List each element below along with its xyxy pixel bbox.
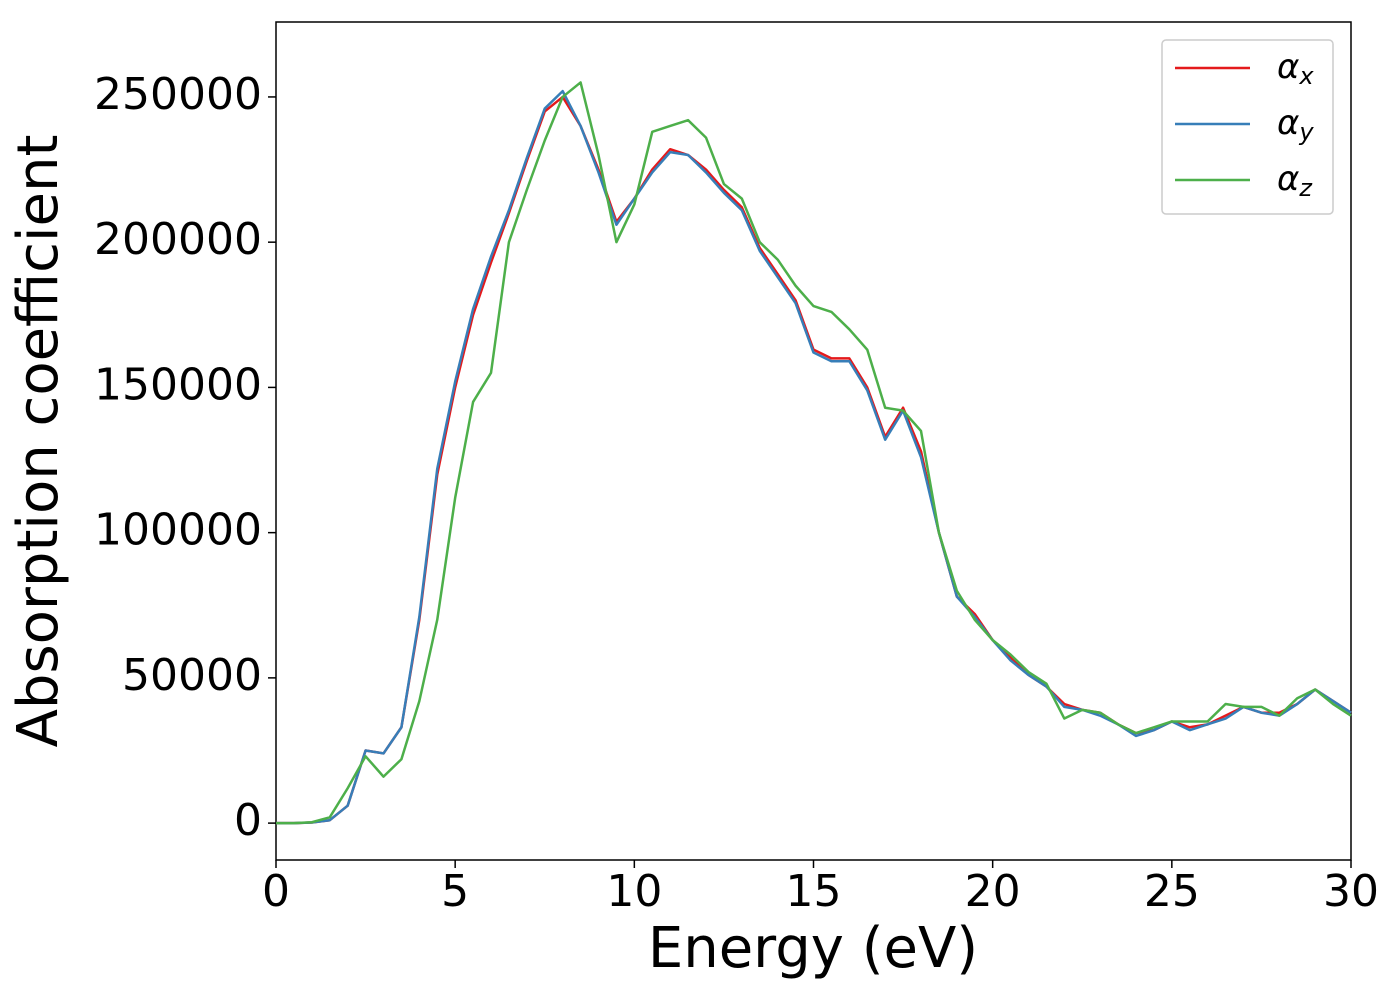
y-tick-label: 250000 — [94, 69, 262, 120]
legend-label: αy — [1277, 103, 1314, 147]
legend-label: αx — [1277, 47, 1314, 91]
y-tick-label: 100000 — [94, 505, 262, 556]
x-tick-label: 5 — [441, 866, 469, 917]
x-tick-label: 20 — [965, 866, 1021, 917]
x-tick-label: 25 — [1144, 866, 1200, 917]
x-tick-label: 10 — [606, 866, 662, 917]
legend-box — [1161, 39, 1334, 215]
series-line — [276, 81, 1352, 825]
x-axis-label: Energy (eV) — [648, 916, 978, 981]
x-tick-label: 0 — [262, 866, 290, 917]
legend-label: αz — [1277, 159, 1313, 203]
y-tick-label: 150000 — [94, 359, 262, 410]
y-tick-label: 50000 — [122, 650, 262, 701]
x-tick-label: 15 — [786, 866, 842, 917]
y-tick-label: 0 — [234, 795, 262, 846]
y-tick-label: 200000 — [94, 214, 262, 265]
x-tick-label: 30 — [1323, 866, 1379, 917]
y-axis-label: Absorption coefficient — [6, 135, 71, 748]
